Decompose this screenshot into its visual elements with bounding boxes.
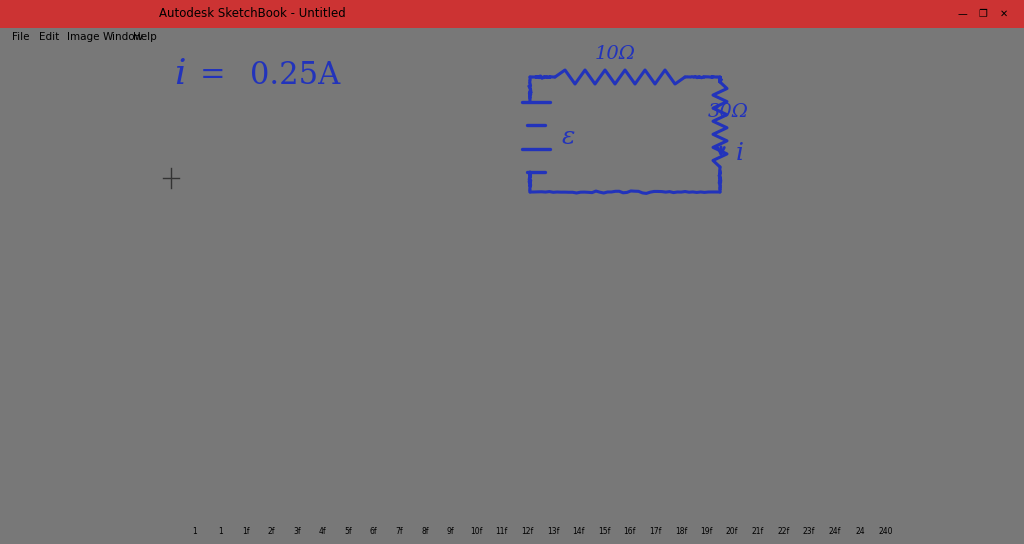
Text: ❐: ❐ [979, 9, 987, 19]
Text: 13f: 13f [547, 527, 559, 535]
Text: Window: Window [102, 32, 143, 41]
Text: =: = [200, 60, 226, 91]
Text: 240: 240 [879, 527, 893, 535]
Text: 24: 24 [855, 527, 865, 535]
Text: 20f: 20f [726, 527, 738, 535]
Text: Help: Help [133, 32, 157, 41]
Text: 1: 1 [193, 527, 197, 535]
Text: 19f: 19f [700, 527, 713, 535]
Text: 8f: 8f [421, 527, 429, 535]
Text: 18f: 18f [675, 527, 687, 535]
Text: 30Ω: 30Ω [708, 103, 749, 121]
Text: 6f: 6f [370, 527, 378, 535]
Text: 9f: 9f [446, 527, 455, 535]
Text: 23f: 23f [803, 527, 815, 535]
Text: i: i [174, 57, 185, 91]
Text: i: i [736, 143, 744, 165]
Text: 3f: 3f [293, 527, 301, 535]
Text: 10f: 10f [470, 527, 482, 535]
Text: ✕: ✕ [999, 9, 1008, 19]
Text: 5f: 5f [344, 527, 352, 535]
Text: 1: 1 [218, 527, 222, 535]
Text: 16f: 16f [624, 527, 636, 535]
Text: 0.25A: 0.25A [250, 60, 340, 91]
Text: ε: ε [561, 126, 574, 149]
Text: 4f: 4f [318, 527, 327, 535]
Text: 15f: 15f [598, 527, 610, 535]
Text: 17f: 17f [649, 527, 662, 535]
Text: 2f: 2f [267, 527, 275, 535]
Text: File: File [12, 32, 30, 41]
Text: 11f: 11f [496, 527, 508, 535]
Text: 10Ω: 10Ω [595, 45, 636, 63]
Text: Image: Image [67, 32, 99, 41]
Text: 12f: 12f [521, 527, 534, 535]
Text: —: — [957, 9, 968, 19]
Text: 24f: 24f [828, 527, 841, 535]
Text: 21f: 21f [752, 527, 764, 535]
Text: 1f: 1f [242, 527, 250, 535]
Text: 7f: 7f [395, 527, 403, 535]
Text: 22f: 22f [777, 527, 790, 535]
Text: Autodesk SketchBook - Untitled: Autodesk SketchBook - Untitled [159, 7, 345, 20]
Text: 14f: 14f [572, 527, 585, 535]
Text: Edit: Edit [39, 32, 59, 41]
